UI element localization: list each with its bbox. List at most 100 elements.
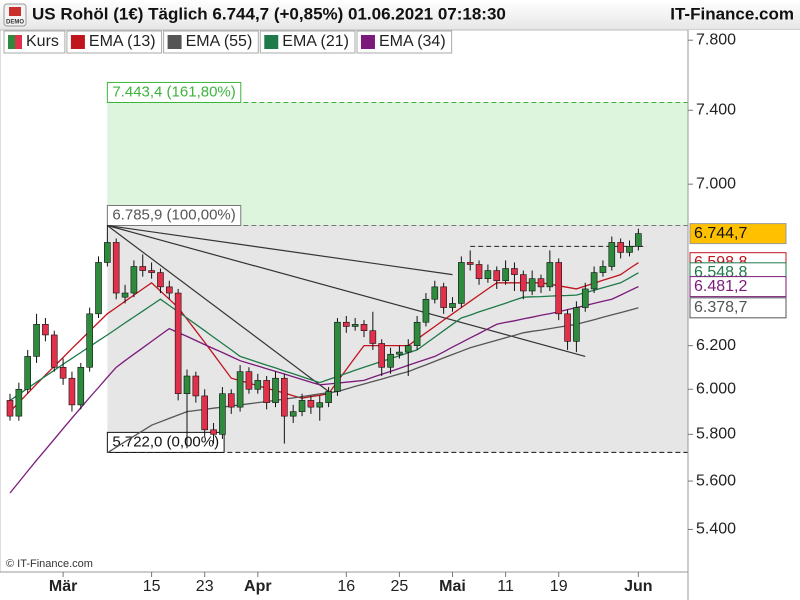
candle-body (404, 345, 412, 353)
x-tick-label: 16 (337, 578, 355, 595)
candle-body (387, 353, 394, 368)
ema-price-tag-box (689, 276, 787, 298)
plot: 7.443,4 (161,80%) 6.785,9 (100,00%) 5.722,… (0, 29, 800, 600)
candle-body (227, 393, 235, 408)
x-tick-label: 25 (391, 578, 409, 595)
candle-body (272, 377, 279, 403)
legend-swatch (70, 35, 85, 49)
legend-item-box (163, 30, 259, 54)
candle-body (192, 375, 200, 397)
candle-body (342, 321, 350, 327)
candle-body (422, 298, 430, 323)
candle-body (617, 242, 624, 253)
legend-swatch (360, 35, 375, 49)
candle-body (210, 429, 217, 435)
legend-swatch (8, 35, 15, 49)
candle-body (112, 242, 120, 294)
y-tick-label: 5.600 (696, 472, 736, 489)
fib-label-box (106, 431, 225, 453)
candle-body (166, 286, 173, 294)
legend-swatch (264, 35, 279, 49)
candle-body (316, 402, 324, 408)
candle-body (157, 272, 164, 288)
candle-body (449, 303, 456, 308)
candle-body (121, 292, 129, 298)
candle-body (511, 268, 518, 275)
candle-body (564, 313, 571, 342)
legend-swatch (15, 35, 22, 49)
candle-body (325, 391, 332, 403)
fib-label: 5.722,0 (0,00%) (112, 433, 219, 450)
candle-body (608, 242, 616, 267)
candle-body (475, 264, 483, 279)
candle-body (6, 400, 14, 417)
candle-body (493, 270, 501, 282)
badge-flag (9, 7, 21, 16)
ema-line (9, 272, 639, 401)
candle-body (104, 242, 111, 263)
fib-zone-upper (107, 102, 689, 226)
candle-body (581, 288, 589, 308)
candle-body (281, 377, 288, 417)
candle-body (130, 266, 138, 294)
candle-body (201, 395, 208, 431)
candle-body (289, 411, 297, 417)
candle-body (484, 270, 492, 279)
trendline (107, 224, 586, 357)
legend-item-box (259, 30, 356, 54)
candle-body (307, 400, 315, 408)
chart-title: US Rohöl (1€) Täglich 6.744,7 (+0,85%) 0… (32, 4, 506, 23)
candle-body (298, 400, 306, 412)
trendline (107, 224, 453, 276)
candle-body (431, 286, 439, 300)
last-price-tag-box (689, 223, 787, 245)
ema-price-tag: 6.378,7 (694, 299, 747, 316)
candle-body (635, 233, 642, 247)
y-tick-label: 5.400 (696, 521, 736, 538)
candle-body (42, 324, 49, 336)
fib-label-box (106, 81, 242, 103)
candle-body (546, 262, 554, 288)
candle-body (599, 266, 607, 273)
candle-body (334, 321, 341, 392)
legend-item-box (356, 30, 453, 54)
candle-body (86, 313, 93, 368)
last-price-tag: 6.744,7 (694, 225, 747, 242)
candle-body (351, 324, 359, 327)
candle-body (50, 334, 58, 368)
legend-label: Kurs (26, 33, 59, 50)
y-tick-label: 6.000 (696, 380, 736, 397)
candle-body (183, 375, 191, 395)
candle-body (24, 356, 32, 390)
badge: DEMO (6, 20, 24, 26)
y-tick-label: 7.400 (696, 101, 736, 118)
candle-body (59, 366, 67, 379)
candle-body (15, 388, 23, 417)
x-tick-label: Jun (624, 578, 652, 595)
legend-label: EMA (34) (379, 33, 446, 50)
candle-body (174, 292, 182, 395)
ema-price-tag-box (689, 297, 787, 319)
ema-line (9, 286, 639, 494)
y-tick-label: 7.000 (696, 175, 736, 192)
legend-label: EMA (55) (186, 33, 253, 50)
candle-body (413, 321, 421, 346)
candle-body (148, 270, 155, 273)
y-tick-label: 5.800 (696, 426, 736, 443)
x-tick-label: 23 (196, 578, 214, 595)
candle-body (236, 371, 244, 408)
legend-swatch (167, 35, 182, 49)
candle-body (537, 278, 545, 288)
legend-item-box (66, 30, 163, 54)
candle-body (369, 330, 377, 344)
legend: Kurs EMA (13) EMA (55) EMA (21) EMA (34) (3, 30, 453, 54)
fib-label: 7.443,4 (161,80%) (112, 83, 235, 100)
candle-body (573, 307, 580, 342)
legend-label: EMA (13) (89, 33, 156, 50)
candle-body (555, 262, 563, 315)
candle-body (139, 266, 147, 271)
trendline (106, 225, 329, 392)
x-tick-label: 15 (143, 578, 161, 595)
